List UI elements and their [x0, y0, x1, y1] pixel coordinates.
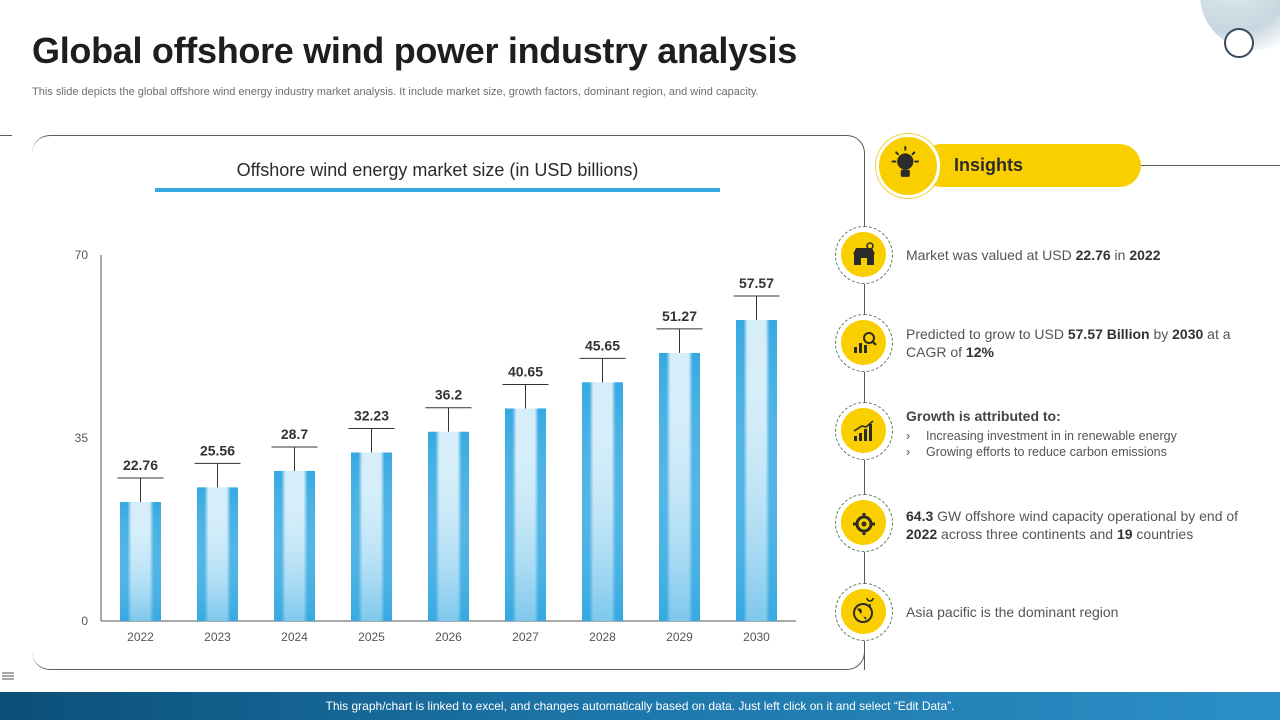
insight-item-3-icon-wrap	[835, 402, 893, 460]
data-label: 45.65	[585, 337, 620, 353]
insights-header-icon-circle	[876, 134, 940, 198]
bar-shade-2025	[351, 452, 392, 621]
x-tick-label: 2024	[281, 630, 308, 644]
insight-item-3-text: Growth is attributed to: › Increasing inv…	[906, 407, 1251, 460]
insights-connector	[1141, 165, 1280, 166]
y-tick-label: 35	[75, 431, 89, 445]
insight-item-2-icon-wrap	[835, 314, 893, 372]
insight-item-4-segment: countries	[1132, 526, 1194, 542]
bar-shade-2028	[582, 382, 623, 621]
x-tick-label: 2022	[127, 630, 154, 644]
insight-item-1-segment: 2022	[1129, 247, 1161, 263]
x-tick-label: 2026	[435, 630, 462, 644]
x-tick-label: 2025	[358, 630, 385, 644]
insight-item-5-segment: Asia pacific is the dominant region	[906, 604, 1119, 620]
insight-item-3-heading: Growth is attributed to:	[906, 408, 1061, 424]
insight-item-3-bullet-1: › Increasing investment in in renewable e…	[906, 429, 1177, 443]
insight-item-5-text: Asia pacific is the dominant region	[906, 603, 1251, 621]
growth-analysis-icon	[853, 331, 877, 353]
capacity-gear-icon	[852, 512, 875, 535]
insight-item-2-segment: at a CAGR of	[906, 326, 1231, 360]
x-tick-label: 2023	[204, 630, 231, 644]
insight-item-4-segment: across three continents and	[937, 526, 1117, 542]
chevron-right-icon: ›	[906, 445, 911, 459]
page-title: Global offshore wind power industry anal…	[32, 30, 797, 71]
data-label: 28.7	[281, 426, 308, 442]
corner-ring-icon	[1224, 28, 1254, 58]
page-subtitle: This slide depicts the global offshore w…	[32, 86, 759, 98]
x-tick-label: 2029	[666, 630, 693, 644]
lightbulb-gear-icon	[891, 145, 919, 177]
data-label: 22.76	[123, 457, 158, 473]
footer-note: This graph/chart is linked to excel, and…	[0, 692, 1280, 720]
globe-region-icon	[852, 597, 874, 623]
x-tick-label: 2030	[743, 630, 770, 644]
chevron-right-icon: ›	[906, 429, 911, 443]
insight-item-2-segment: by	[1149, 326, 1173, 342]
bar-shade-2027	[505, 408, 546, 621]
data-label: 32.23	[354, 407, 389, 423]
data-label: 51.27	[662, 308, 697, 324]
insight-item-4-text: 64.3 GW offshore wind capacity operation…	[906, 507, 1251, 543]
bar-shade-2024	[274, 470, 315, 621]
insight-item-1-segment: in	[1110, 247, 1130, 263]
bar-shade-2029	[659, 352, 700, 621]
bar-growth-icon	[853, 419, 874, 441]
insight-item-4-icon-wrap	[835, 494, 893, 552]
insight-item-4-segment: 64.3	[906, 508, 934, 524]
insight-item-2-segment: Predicted to grow to USD	[906, 326, 1068, 342]
insight-item-2-segment: 12%	[965, 344, 994, 360]
data-label: 25.56	[200, 442, 235, 458]
market-store-icon	[852, 241, 875, 265]
insight-item-4-segment: GW offshore wind capacity operational by…	[933, 508, 1239, 524]
insight-item-2-segment: 2030	[1172, 326, 1204, 342]
insight-item-5-icon-wrap	[835, 583, 893, 641]
y-tick-label: 70	[75, 248, 89, 262]
chart-title-underline	[155, 188, 720, 192]
insight-item-3-bullet-2: › Growing efforts to reduce carbon emissi…	[906, 445, 1167, 459]
data-label: 57.57	[739, 275, 774, 291]
data-label: 40.65	[508, 363, 543, 379]
frame-edge	[0, 135, 12, 136]
insight-item-1-icon-wrap	[835, 226, 893, 284]
insight-item-1-segment: 22.76	[1075, 247, 1111, 263]
insight-item-2-text: Predicted to grow to USD 57.57 Billion b…	[906, 325, 1251, 361]
bar-shade-2023	[197, 487, 238, 621]
insight-item-4-segment: 19	[1116, 526, 1133, 542]
menu-icon[interactable]	[2, 670, 14, 682]
insights-header-label: Insights	[954, 155, 1024, 175]
x-tick-label: 2027	[512, 630, 539, 644]
bar-shade-2030	[736, 319, 777, 621]
insight-item-1-segment: Market was valued at USD	[906, 247, 1076, 263]
insights-header-pill	[920, 144, 1141, 187]
data-label: 36.2	[435, 387, 462, 403]
bar-shade-2022	[120, 501, 161, 621]
insight-item-2-segment: 57.57 Billion	[1067, 326, 1150, 342]
bar-shade-2026	[428, 431, 469, 621]
chart-title: Offshore wind energy market size (in USD…	[236, 160, 639, 180]
insight-item-4-segment: 2022	[906, 526, 938, 542]
x-tick-label: 2028	[589, 630, 616, 644]
y-tick-label: 0	[81, 614, 88, 628]
insight-item-1-text: Market was valued at USD 22.76 in 2022	[906, 246, 1251, 264]
